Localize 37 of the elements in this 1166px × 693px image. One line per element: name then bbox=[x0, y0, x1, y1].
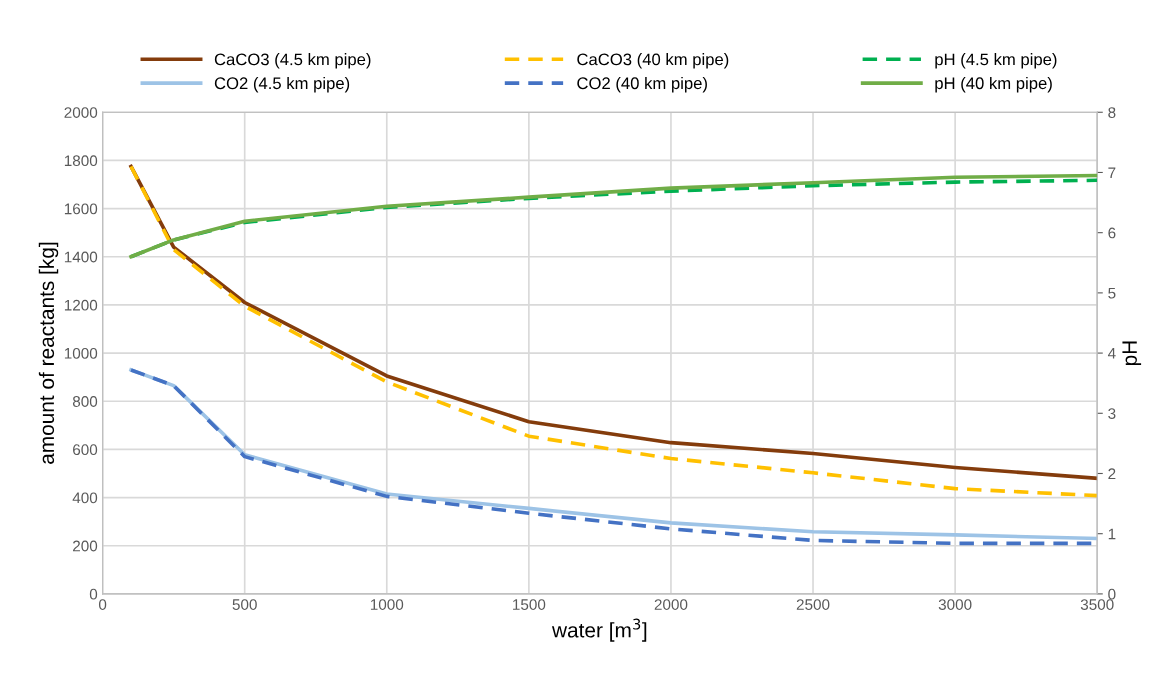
y2-axis-title: pH bbox=[1122, 341, 1142, 366]
y2-tick-label: 1 bbox=[1108, 528, 1116, 540]
x-tick-label: 3000 bbox=[938, 599, 972, 610]
y2-tick-label: 8 bbox=[1108, 107, 1116, 118]
x-tick-label: 1000 bbox=[370, 599, 404, 610]
y-axis-title: amount of reactants [kg] bbox=[38, 242, 59, 464]
y-tick-label: 2000 bbox=[64, 107, 98, 118]
y2-tick-label: 6 bbox=[1108, 227, 1116, 239]
x-tick-label: 2500 bbox=[796, 599, 830, 610]
y-tick-label: 800 bbox=[72, 396, 98, 407]
y-tick-label: 1600 bbox=[64, 203, 98, 215]
legend-label: CaCO3 (4.5 km pipe) bbox=[214, 53, 371, 69]
y2-tick-label: 2 bbox=[1108, 468, 1116, 480]
legend-label: CaCO3 (40 km pipe) bbox=[577, 53, 729, 69]
legend-label: CO2 (40 km pipe) bbox=[577, 76, 707, 93]
y-tick-label: 0 bbox=[89, 588, 98, 600]
y2-tick-label: 3 bbox=[1108, 408, 1116, 419]
y2-tick-label: 4 bbox=[1107, 348, 1116, 359]
y-tick-label: 1400 bbox=[64, 251, 98, 263]
x-axis-title: water [m$^{3}$] bbox=[551, 618, 647, 642]
x-tick-label: 2000 bbox=[654, 599, 688, 610]
legend-label: pH (40 km pipe) bbox=[935, 76, 1052, 93]
y-tick-label: 1200 bbox=[64, 299, 98, 311]
legend-label: pH (4.5 km pipe) bbox=[935, 53, 1057, 69]
x-tick-label: 3500 bbox=[1080, 599, 1114, 610]
x-tick-label: 500 bbox=[232, 599, 257, 610]
x-tick-label: 1500 bbox=[513, 599, 546, 610]
legend-label: CO2 (4.5 km pipe) bbox=[214, 76, 350, 93]
y-tick-label: 200 bbox=[73, 540, 98, 552]
y-tick-label: 400 bbox=[72, 492, 98, 504]
y2-tick-label: 5 bbox=[1108, 287, 1116, 299]
y-tick-label: 1000 bbox=[64, 347, 98, 359]
y-tick-label: 600 bbox=[73, 444, 98, 456]
y2-tick-label: 7 bbox=[1108, 167, 1116, 179]
y2-tick-label: 0 bbox=[1108, 588, 1116, 600]
x-tick-label: 0 bbox=[98, 599, 107, 610]
y-tick-label: 1800 bbox=[64, 155, 98, 167]
